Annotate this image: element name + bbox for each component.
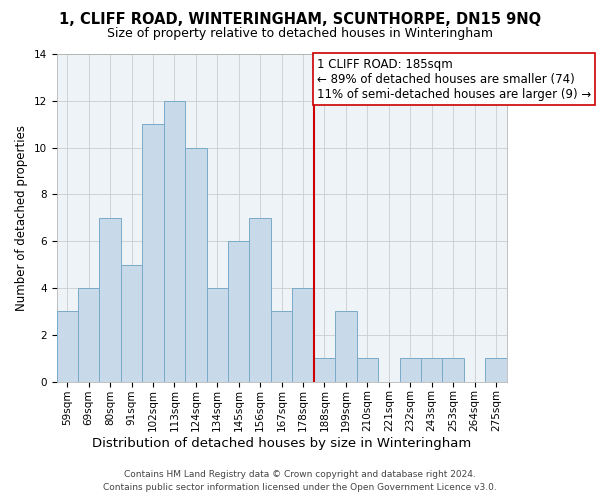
Text: Size of property relative to detached houses in Winteringham: Size of property relative to detached ho… [107, 28, 493, 40]
Bar [314, 358, 335, 382]
Bar [335, 312, 356, 382]
Bar [421, 358, 442, 382]
Bar [485, 358, 507, 382]
Bar [185, 148, 206, 382]
Bar [271, 312, 292, 382]
Bar [142, 124, 164, 382]
Bar [56, 312, 78, 382]
Bar [442, 358, 464, 382]
Bar [228, 241, 250, 382]
Bar [206, 288, 228, 382]
Bar [121, 264, 142, 382]
Bar [100, 218, 121, 382]
Bar [356, 358, 378, 382]
Bar [292, 288, 314, 382]
Text: 1 CLIFF ROAD: 185sqm
← 89% of detached houses are smaller (74)
11% of semi-detac: 1 CLIFF ROAD: 185sqm ← 89% of detached h… [317, 58, 591, 100]
Bar [400, 358, 421, 382]
Bar [164, 101, 185, 382]
Bar [78, 288, 100, 382]
Text: 1, CLIFF ROAD, WINTERINGHAM, SCUNTHORPE, DN15 9NQ: 1, CLIFF ROAD, WINTERINGHAM, SCUNTHORPE,… [59, 12, 541, 28]
X-axis label: Distribution of detached houses by size in Winteringham: Distribution of detached houses by size … [92, 437, 471, 450]
Bar [250, 218, 271, 382]
Text: Contains HM Land Registry data © Crown copyright and database right 2024.
Contai: Contains HM Land Registry data © Crown c… [103, 470, 497, 492]
Y-axis label: Number of detached properties: Number of detached properties [15, 125, 28, 311]
